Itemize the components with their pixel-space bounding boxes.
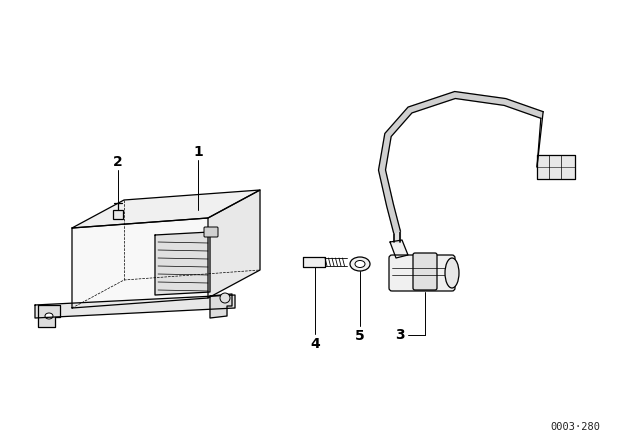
Circle shape	[220, 293, 230, 303]
Polygon shape	[72, 218, 208, 308]
Polygon shape	[38, 305, 60, 327]
Ellipse shape	[350, 257, 370, 271]
Polygon shape	[303, 257, 325, 267]
Text: 4: 4	[310, 337, 320, 351]
Polygon shape	[210, 294, 232, 318]
Polygon shape	[208, 190, 260, 298]
Ellipse shape	[445, 258, 459, 288]
Polygon shape	[35, 295, 235, 318]
Ellipse shape	[45, 313, 53, 319]
Text: 3: 3	[395, 328, 405, 342]
FancyBboxPatch shape	[113, 210, 123, 219]
FancyBboxPatch shape	[389, 255, 455, 291]
Polygon shape	[390, 240, 408, 258]
Text: 2: 2	[113, 155, 123, 169]
Text: 0003·280: 0003·280	[550, 422, 600, 432]
Ellipse shape	[355, 260, 365, 267]
Text: 1: 1	[193, 145, 203, 159]
FancyBboxPatch shape	[204, 227, 218, 237]
Polygon shape	[72, 190, 260, 228]
Polygon shape	[155, 232, 210, 295]
Polygon shape	[537, 155, 575, 179]
Polygon shape	[378, 91, 543, 233]
FancyBboxPatch shape	[413, 253, 437, 290]
Polygon shape	[394, 230, 400, 242]
Text: 5: 5	[355, 329, 365, 343]
